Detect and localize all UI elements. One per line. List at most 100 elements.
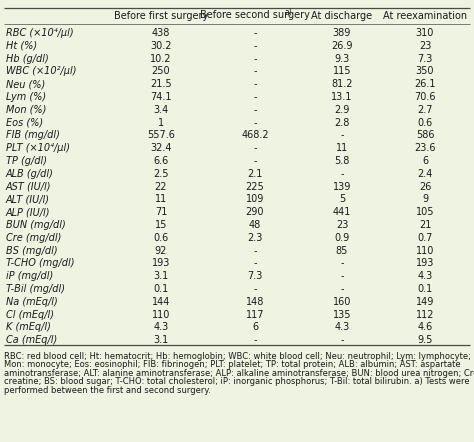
Text: FIB (mg/dl): FIB (mg/dl) (6, 130, 60, 141)
Text: ALB (g/dl): ALB (g/dl) (6, 169, 54, 179)
Text: 26.1: 26.1 (414, 79, 436, 89)
Text: 0.6: 0.6 (154, 233, 169, 243)
Text: 22: 22 (155, 182, 167, 191)
Text: 109: 109 (246, 194, 264, 204)
Text: 2.1: 2.1 (247, 169, 263, 179)
Text: -: - (253, 66, 257, 76)
Text: 0.1: 0.1 (418, 284, 433, 294)
Text: 9: 9 (422, 194, 428, 204)
Text: a): a) (285, 8, 293, 17)
Text: Na (mEq/l): Na (mEq/l) (6, 297, 58, 307)
Text: -: - (253, 53, 257, 64)
Text: Before second surgery: Before second surgery (200, 11, 310, 20)
Text: 117: 117 (246, 309, 264, 320)
Text: 441: 441 (333, 207, 351, 217)
Text: 2.4: 2.4 (417, 169, 433, 179)
Text: ALT (IU/l): ALT (IU/l) (6, 194, 50, 204)
Text: 13.1: 13.1 (331, 92, 353, 102)
Text: 112: 112 (416, 309, 434, 320)
Text: 148: 148 (246, 297, 264, 307)
Text: performed between the first and second surgery.: performed between the first and second s… (4, 386, 211, 395)
Text: Ht (%): Ht (%) (6, 41, 37, 51)
Text: 26: 26 (419, 182, 431, 191)
Text: T-CHO (mg/dl): T-CHO (mg/dl) (6, 259, 74, 268)
Text: 6: 6 (422, 156, 428, 166)
Text: 92: 92 (155, 246, 167, 255)
Text: 250: 250 (152, 66, 170, 76)
Text: 225: 225 (246, 182, 264, 191)
Text: -: - (340, 259, 344, 268)
Text: 2.9: 2.9 (334, 105, 350, 115)
Text: 81.2: 81.2 (331, 79, 353, 89)
Text: -: - (340, 271, 344, 281)
Text: 4.3: 4.3 (418, 271, 433, 281)
Text: 586: 586 (416, 130, 434, 141)
Text: -: - (253, 156, 257, 166)
Text: 4.6: 4.6 (418, 322, 433, 332)
Text: 144: 144 (152, 297, 170, 307)
Text: -: - (253, 118, 257, 128)
Text: aminotransferase; ALT: alanine aminotransferase; ALP: alkaline aminotransferase;: aminotransferase; ALT: alanine aminotran… (4, 369, 474, 377)
Text: -: - (340, 284, 344, 294)
Text: 85: 85 (336, 246, 348, 255)
Text: 139: 139 (333, 182, 351, 191)
Text: 105: 105 (416, 207, 434, 217)
Text: -: - (253, 92, 257, 102)
Text: 2.5: 2.5 (153, 169, 169, 179)
Text: 74.1: 74.1 (150, 92, 172, 102)
Text: -: - (253, 28, 257, 38)
Text: iP (mg/dl): iP (mg/dl) (6, 271, 53, 281)
Text: 3.4: 3.4 (154, 105, 169, 115)
Text: 1: 1 (158, 118, 164, 128)
Text: AST (IU/l): AST (IU/l) (6, 182, 52, 191)
Text: PLT (×10⁴/μl): PLT (×10⁴/μl) (6, 143, 70, 153)
Text: 7.3: 7.3 (417, 53, 433, 64)
Text: 149: 149 (416, 297, 434, 307)
Text: 389: 389 (333, 28, 351, 38)
Text: Ca (mEq/l): Ca (mEq/l) (6, 335, 57, 345)
Text: ALP (IU/l): ALP (IU/l) (6, 207, 51, 217)
Text: 71: 71 (155, 207, 167, 217)
Text: Cl (mEq/l): Cl (mEq/l) (6, 309, 54, 320)
Text: -: - (253, 143, 257, 153)
Text: 2.3: 2.3 (247, 233, 263, 243)
Text: 70.6: 70.6 (414, 92, 436, 102)
Text: 557.6: 557.6 (147, 130, 175, 141)
Text: 48: 48 (249, 220, 261, 230)
Text: 2.8: 2.8 (334, 118, 350, 128)
Text: -: - (340, 335, 344, 345)
Text: 135: 135 (333, 309, 351, 320)
Text: creatine; BS: blood sugar; T-CHO: total cholesterol; iP: inorganic phosphorus; T: creatine; BS: blood sugar; T-CHO: total … (4, 377, 470, 386)
Text: 6: 6 (252, 322, 258, 332)
Text: -: - (253, 105, 257, 115)
Text: T-Bil (mg/dl): T-Bil (mg/dl) (6, 284, 65, 294)
Text: 350: 350 (416, 66, 434, 76)
Text: 3.1: 3.1 (154, 271, 169, 281)
Text: 6.6: 6.6 (154, 156, 169, 166)
Text: -: - (340, 169, 344, 179)
Text: -: - (253, 284, 257, 294)
Text: 4.3: 4.3 (154, 322, 169, 332)
Text: 21: 21 (419, 220, 431, 230)
Text: 5: 5 (339, 194, 345, 204)
Text: 310: 310 (416, 28, 434, 38)
Text: 32.4: 32.4 (150, 143, 172, 153)
Text: 23: 23 (419, 41, 431, 51)
Text: 10.2: 10.2 (150, 53, 172, 64)
Text: 23.6: 23.6 (414, 143, 436, 153)
Text: BUN (mg/dl): BUN (mg/dl) (6, 220, 66, 230)
Text: 110: 110 (416, 246, 434, 255)
Text: -: - (253, 246, 257, 255)
Text: RBC (×10⁴/μl): RBC (×10⁴/μl) (6, 28, 73, 38)
Text: Hb (g/dl): Hb (g/dl) (6, 53, 49, 64)
Text: At reexamination: At reexamination (383, 11, 467, 21)
Text: 193: 193 (152, 259, 170, 268)
Text: 468.2: 468.2 (241, 130, 269, 141)
Text: 3.1: 3.1 (154, 335, 169, 345)
Text: 110: 110 (152, 309, 170, 320)
Text: 30.2: 30.2 (150, 41, 172, 51)
Text: 11: 11 (155, 194, 167, 204)
Text: 0.1: 0.1 (154, 284, 169, 294)
Text: Before first surgery: Before first surgery (114, 11, 208, 21)
Text: 0.6: 0.6 (418, 118, 433, 128)
